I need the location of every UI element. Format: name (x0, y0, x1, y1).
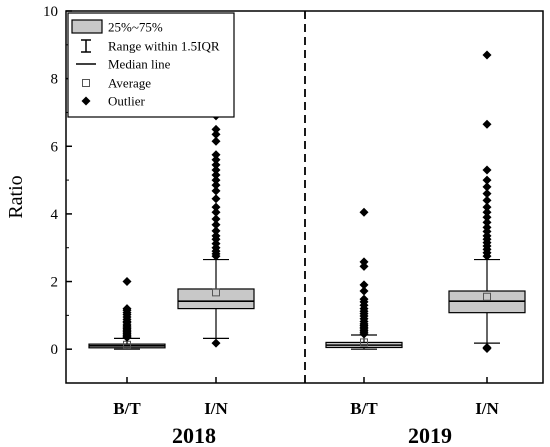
outlier-point (482, 342, 492, 352)
outlier-point (211, 338, 221, 348)
x-category-label: I/N (475, 399, 499, 418)
outlier-point (211, 220, 221, 230)
group-label-2019: 2019 (408, 423, 452, 447)
outlier-point (211, 170, 221, 180)
legend-label: Range within 1.5IQR (108, 39, 220, 54)
outlier-point (482, 182, 492, 192)
legend: 25%~75% Range within 1.5IQR Median line Ave… (67, 12, 235, 118)
outlier-point (211, 194, 221, 204)
outlier-point (211, 231, 221, 241)
x-category-label: I/N (204, 399, 228, 418)
outlier-point (122, 304, 132, 314)
outlier-point (482, 212, 492, 222)
group-label-2018: 2018 (172, 423, 216, 447)
legend-item-open-square: Average (82, 76, 151, 91)
outlier-point (211, 207, 221, 217)
y-tick-label-6: 6 (51, 139, 59, 155)
outlier-point (482, 119, 492, 129)
y-tick-label-2: 2 (51, 275, 59, 291)
legend-item-whisker: Range within 1.5IQR (81, 39, 220, 54)
x-axis: B/T I/N B/T I/N 2018 2019 (113, 377, 500, 447)
legend-box-icon (71, 19, 103, 34)
y-tick-label-4: 4 (51, 207, 59, 223)
y-tick-label-8: 8 (51, 72, 59, 88)
outlier-point (211, 186, 221, 196)
outlier-point (359, 280, 369, 290)
mean-marker (360, 338, 368, 347)
outlier-point (359, 294, 369, 304)
y-axis: 0 2 4 6 8 10 (43, 4, 72, 384)
outlier-point (482, 50, 492, 60)
outlier-point (482, 189, 492, 199)
outlier-point (211, 165, 221, 175)
legend-label: Outlier (108, 94, 145, 109)
legend-label: Average (108, 76, 151, 91)
outlier-point (211, 180, 221, 190)
legend-label: Median line (108, 57, 171, 72)
outlier-point (359, 286, 369, 296)
iqr-box (177, 288, 255, 310)
outlier-point (482, 207, 492, 217)
outlier-point (482, 202, 492, 212)
outlier-point (211, 175, 221, 185)
legend-mean-icon (82, 79, 90, 87)
box-2018-BT (88, 277, 166, 350)
outlier-point (482, 175, 492, 185)
legend-item-box: 25%~75% (71, 19, 163, 35)
outlier-point (122, 277, 132, 287)
y-axis-title: Ratio (5, 175, 27, 218)
x-category-label: B/T (113, 399, 141, 418)
box-2019-IN (448, 50, 526, 354)
outlier-point (482, 217, 492, 227)
outlier-point (211, 226, 221, 236)
y-tick-label-10: 10 (43, 4, 58, 20)
x-category-label: B/T (350, 399, 378, 418)
outlier-point (211, 160, 221, 170)
outlier-point (359, 257, 369, 267)
outlier-point (211, 150, 221, 160)
y-tick-label-0: 0 (51, 342, 59, 358)
outlier-point (211, 202, 221, 212)
outlier-point (482, 165, 492, 175)
legend-outlier-icon (81, 96, 91, 106)
outlier-point (211, 124, 221, 134)
mean-marker (483, 292, 491, 301)
outlier-point (211, 214, 221, 224)
outlier-point (211, 155, 221, 165)
outlier-point (482, 222, 492, 232)
legend-item-median-line: Median line (76, 57, 171, 72)
legend-label: 25%~75% (108, 20, 163, 35)
mean-marker (212, 288, 220, 297)
outlier-point (359, 207, 369, 217)
outlier-point (482, 195, 492, 205)
legend-item-diamond: Outlier (81, 94, 145, 109)
box-2019-BT (325, 207, 403, 350)
outlier-point (211, 136, 221, 146)
outlier-point (211, 129, 221, 139)
